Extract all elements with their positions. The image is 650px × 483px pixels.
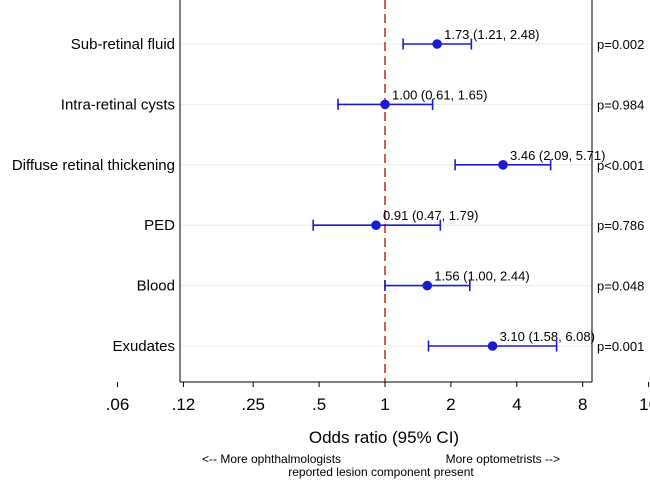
p-value: p=0.786: [597, 218, 644, 233]
row-labels: Sub-retinal fluid p=0.002 Intra-retinal cy…: [12, 36, 645, 355]
x-tick-label: .06: [106, 395, 130, 414]
note-right: More optometrists -->: [446, 452, 560, 466]
category-label: Sub-retinal fluid: [71, 36, 175, 53]
x-tick-label: .5: [312, 395, 326, 414]
note-left: <-- More ophthalmologists: [202, 452, 341, 466]
axes: [179, 0, 593, 383]
x-tick-label: 8: [578, 395, 587, 414]
data-label: 1.00 (0.61, 1.65): [392, 87, 487, 102]
p-value: p=0.001: [597, 339, 644, 354]
p-value: p=0.984: [597, 97, 644, 112]
x-tick-label: 1: [380, 395, 389, 414]
x-tick-label: 4: [512, 395, 521, 414]
x-tick-label: 2: [446, 395, 455, 414]
category-label: PED: [144, 217, 175, 234]
x-tick-label: .25: [241, 395, 265, 414]
point-marker: [371, 220, 381, 230]
category-label: Intra-retinal cysts: [61, 96, 175, 113]
data-label: 0.91 (0.47, 1.79): [383, 208, 478, 223]
x-axis-ticks: .06 .12 .25 .5 1 2 4 8 16: [106, 382, 650, 414]
p-value: p=0.048: [597, 279, 644, 294]
point-marker: [380, 99, 390, 110]
data-marks: 1.73 (1.21, 2.48) 1.00 (0.61, 1.65) 3.46 (…: [312, 27, 605, 352]
p-value: p=0.002: [597, 37, 644, 52]
data-label: 3.10 (1.58, 6.08): [500, 329, 595, 344]
category-label: Blood: [137, 278, 175, 295]
data-label: 1.56 (1.00, 2.44): [434, 269, 529, 284]
data-label: 3.46 (2.09, 5.71): [510, 148, 605, 163]
point-marker: [422, 280, 433, 291]
point-marker: [498, 160, 508, 170]
x-axis-label: Odds ratio (95% CI): [309, 428, 459, 447]
note-bottom: reported lesion component present: [288, 465, 474, 479]
x-tick-label: .12: [172, 395, 196, 414]
category-label: Diffuse retinal thickening: [12, 157, 175, 174]
p-value: p<0.001: [597, 158, 644, 173]
x-tick-label: 16: [639, 395, 650, 414]
point-marker: [487, 341, 498, 351]
category-label: Exudates: [112, 338, 175, 355]
data-label: 1.73 (1.21, 2.48): [444, 27, 539, 42]
point-marker: [432, 39, 442, 49]
